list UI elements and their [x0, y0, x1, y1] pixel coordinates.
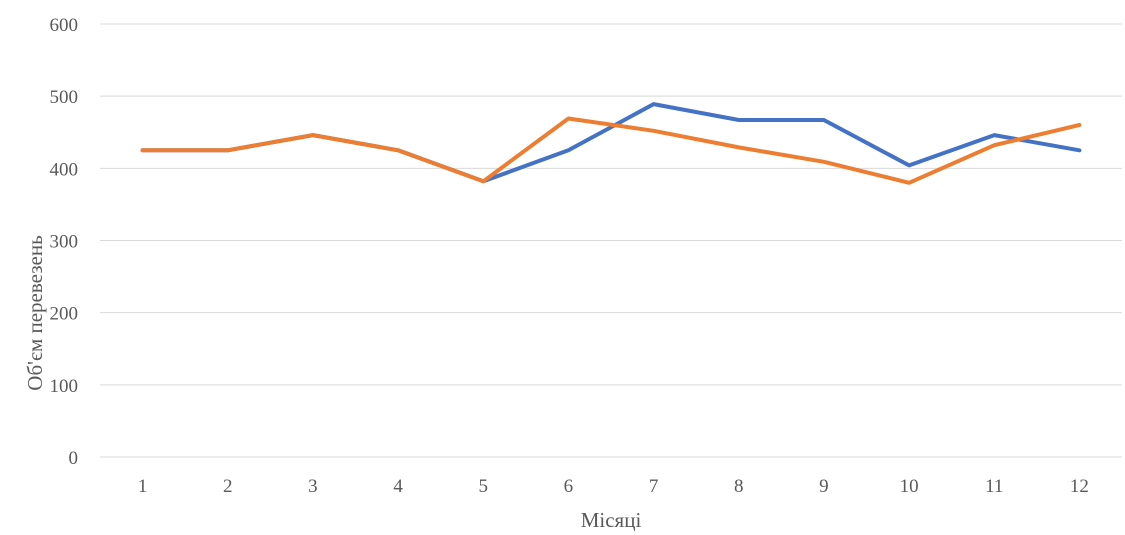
- x-tick-label: 10: [900, 476, 919, 497]
- y-tick-label: 200: [50, 304, 79, 325]
- x-tick-label: 1: [138, 476, 148, 497]
- x-axis-ticks: 1 2 3 4 5 6 7 8 9 10 11 12: [138, 476, 1089, 497]
- x-tick-label: 8: [734, 476, 744, 497]
- y-axis-title: Об'єм перевезень: [23, 235, 47, 390]
- y-tick-label: 300: [50, 232, 79, 253]
- y-axis-ticks: 0 100 200 300 400 500 600: [50, 15, 79, 469]
- series-lines: [140, 102, 1082, 185]
- y-tick-label: 400: [50, 159, 79, 180]
- y-tick-label: 600: [50, 15, 79, 36]
- gridlines: [100, 23, 1122, 458]
- x-tick-label: 12: [1070, 476, 1089, 497]
- x-tick-label: 9: [819, 476, 829, 497]
- y-tick-label: 0: [69, 448, 79, 469]
- x-tick-label: 7: [649, 476, 659, 497]
- x-tick-label: 2: [223, 476, 233, 497]
- x-tick-label: 4: [393, 476, 403, 497]
- series-line-2: [140, 116, 1082, 185]
- x-tick-label: 11: [985, 476, 1003, 497]
- x-tick-label: 6: [564, 476, 574, 497]
- x-tick-label: 3: [308, 476, 318, 497]
- y-tick-label: 500: [50, 87, 79, 108]
- x-axis-title: Місяці: [581, 508, 642, 532]
- y-tick-label: 100: [50, 376, 79, 397]
- x-tick-label: 5: [479, 476, 489, 497]
